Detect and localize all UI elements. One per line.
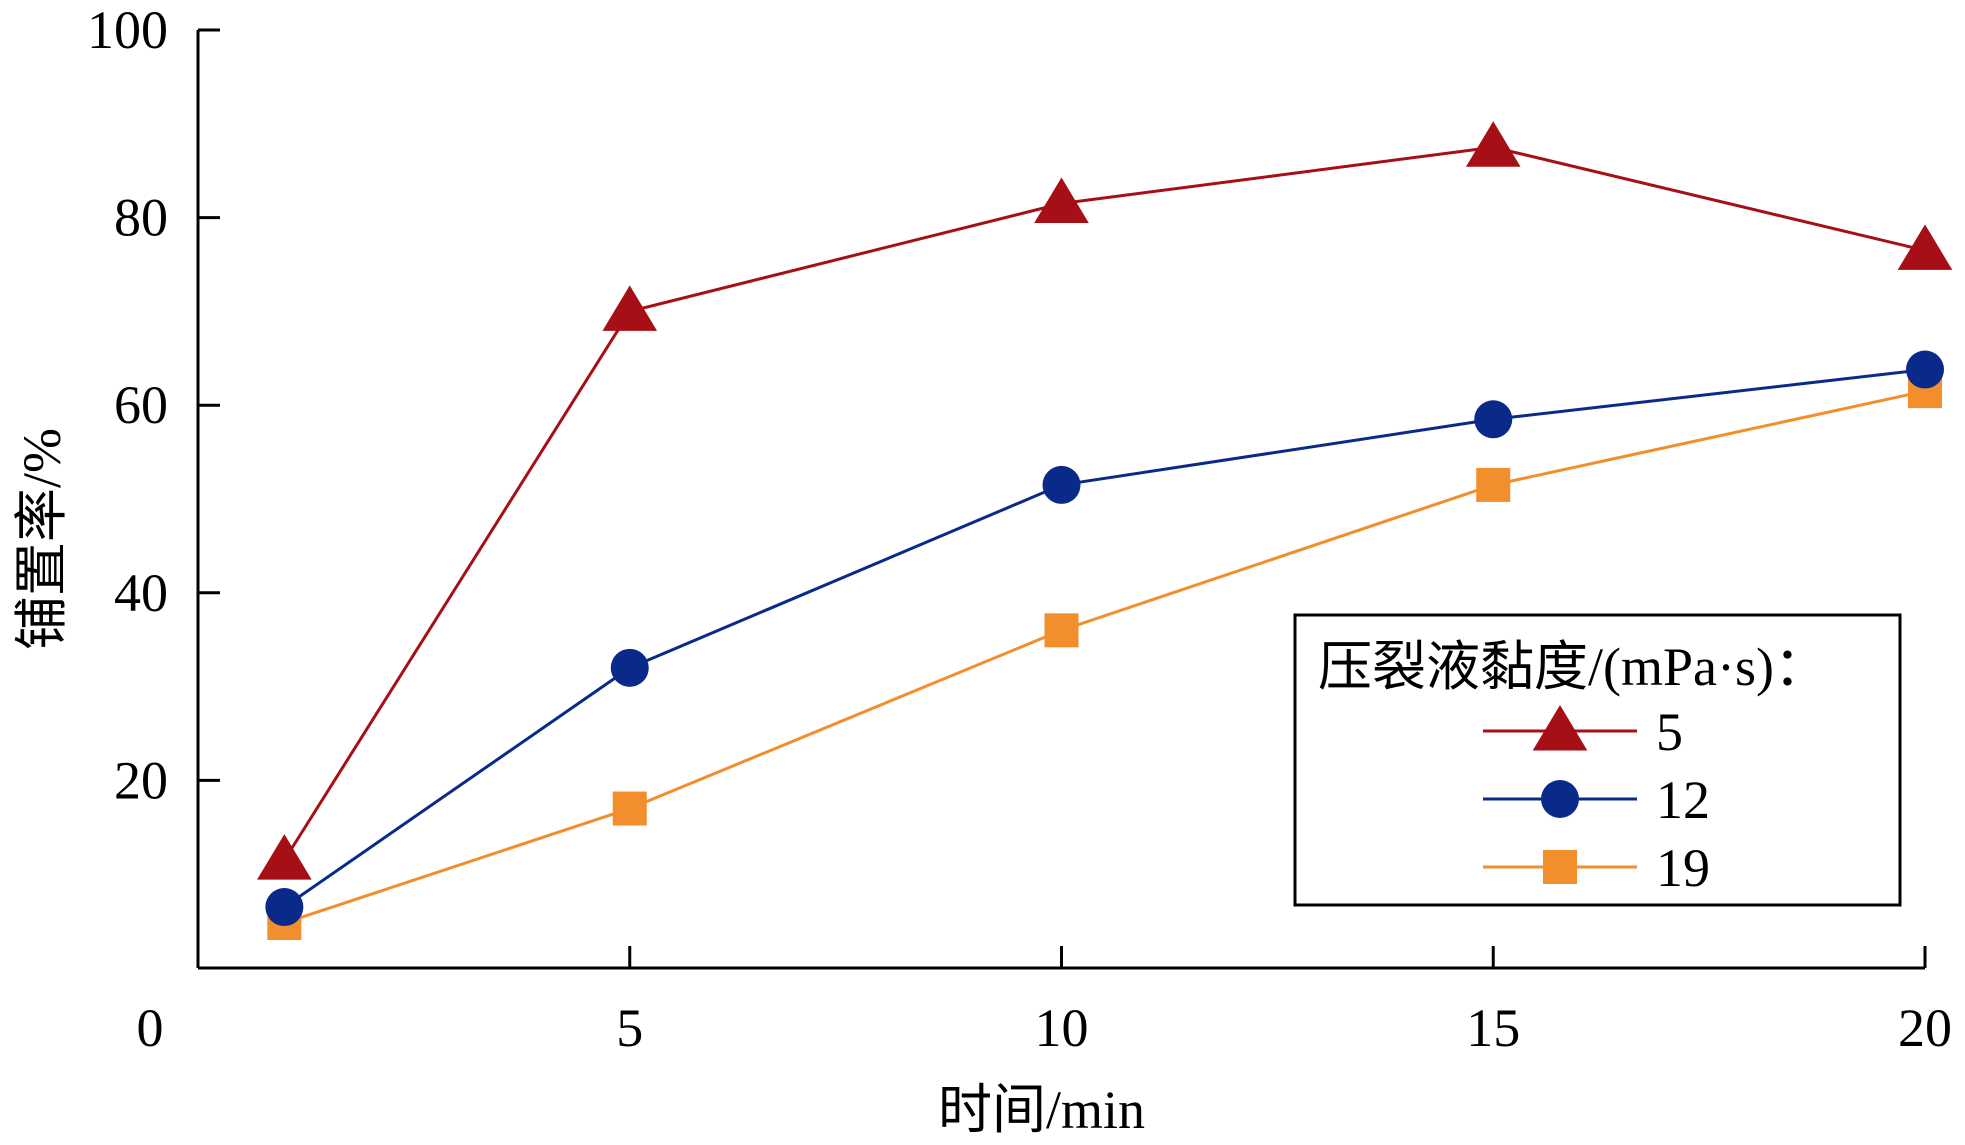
y-tick-label: 40: [114, 563, 168, 623]
series-layer: [257, 121, 1953, 940]
y-tick-label: 60: [114, 375, 168, 435]
legend-marker: [1543, 850, 1577, 884]
legend-box: [1293, 613, 1902, 907]
axes: 20 40 60 80 100 5 10 15 20: [87, 0, 1952, 1058]
legend-marker: [1541, 780, 1579, 818]
data-point: [257, 834, 312, 880]
legend: 压裂液黏度/(mPa·s)：5 12 19: [1293, 613, 1902, 907]
data-point: [610, 648, 649, 687]
x-tick-label: 10: [1035, 998, 1089, 1058]
legend-label: 5: [1656, 702, 1683, 762]
data-point: [612, 791, 647, 826]
origin-tick-label: 0: [137, 998, 164, 1058]
y-axis-title: 铺置率/%: [12, 428, 72, 650]
data-point: [1044, 613, 1079, 648]
data-point: [1474, 400, 1513, 439]
y-tick-label: 20: [114, 750, 168, 810]
legend-label: 19: [1656, 838, 1710, 898]
data-point: [265, 888, 304, 927]
data-point: [1034, 177, 1089, 224]
legend-title: 压裂液黏度/(mPa·s)：: [1318, 637, 1828, 697]
series-12: [265, 350, 1944, 927]
legend-marker: [1532, 705, 1588, 751]
series-5: [257, 121, 1953, 880]
x-tick-label: 5: [616, 998, 643, 1058]
y-tick-label: 80: [114, 188, 168, 248]
x-tick-label: 15: [1466, 998, 1520, 1058]
x-tick-label: 20: [1898, 998, 1952, 1058]
data-point: [602, 285, 658, 331]
x-axis-title: 时间/min: [938, 1080, 1145, 1140]
data-point: [1476, 467, 1511, 502]
data-point: [1042, 465, 1081, 504]
legend-label: 12: [1656, 770, 1710, 830]
y-tick-label: 100: [87, 0, 168, 60]
data-point: [1465, 121, 1521, 167]
data-point: [1897, 224, 1953, 270]
data-point: [1906, 350, 1944, 389]
